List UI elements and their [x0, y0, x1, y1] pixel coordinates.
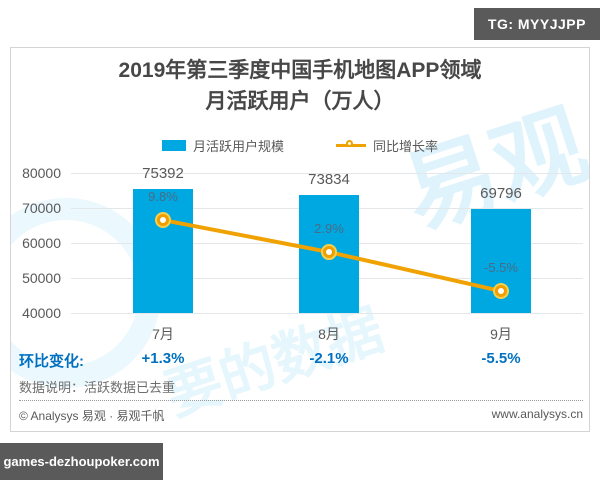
y-axis-tick: 40000 [22, 305, 61, 321]
legend-bar-label: 月活跃用户规模 [192, 139, 284, 154]
y-axis-tick: 70000 [22, 200, 61, 216]
bar-value-label: 73834 [308, 170, 350, 188]
dotted-divider [19, 400, 583, 401]
line-swatch-dot-icon [346, 140, 353, 147]
mom-change-value: -2.1% [309, 350, 349, 367]
data-note: 数据说明：活跃数据已去重 [19, 380, 176, 395]
legend-line-label: 同比增长率 [373, 139, 439, 154]
bar-july [133, 189, 193, 313]
card-footer: © Analysys 易观 · 易观千帆 www.analysys.cn [19, 407, 583, 424]
growth-pct-label: -5.5% [484, 260, 518, 276]
footer-url: www.analysys.cn [491, 407, 583, 421]
y-axis-tick: 80000 [22, 165, 61, 181]
growth-line-layer [155, 212, 509, 300]
growth-pct-label: 2.9% [314, 221, 344, 237]
x-axis-label: 7月 [152, 326, 174, 342]
x-axis-label: 9月 [490, 326, 512, 342]
mom-change-value: -5.5% [481, 350, 521, 367]
bar-swatch-icon [161, 140, 186, 151]
chart-title: 2019年第三季度中国手机地图APP领域 月活跃用户（万人） [11, 48, 589, 117]
line-point-marker [155, 212, 171, 229]
plot-area: 80000 70000 60000 50000 40000 75392 7383… [11, 48, 589, 431]
gridline [71, 313, 583, 314]
tg-badge: TG: MYYJJPP [473, 8, 600, 40]
legend-item-bar: 月活跃用户规模 [161, 136, 284, 155]
mom-change-row: 环比变化: +1.3% -2.1% -5.5% [11, 350, 589, 370]
y-axis-tick: 60000 [22, 235, 61, 251]
x-axis-label: 8月 [318, 326, 340, 342]
bar-value-label: 75392 [142, 165, 184, 183]
bar-value-label: 69796 [480, 184, 522, 202]
line-point-marker [321, 244, 337, 261]
site-badge: games-dezhoupoker.com [0, 443, 163, 480]
chart-title-line2: 月活跃用户（万人） [205, 90, 395, 113]
chart-title-line1: 2019年第三季度中国手机地图APP领域 [118, 59, 482, 82]
gridline [71, 173, 583, 174]
growth-pct-label: 9.8% [148, 189, 178, 205]
mom-change-value: +1.3% [141, 350, 185, 367]
line-point-marker [493, 283, 509, 300]
mom-change-label: 环比变化: [19, 353, 84, 370]
footer-copyright: © Analysys 易观 · 易观千帆 [19, 409, 165, 423]
chart-card: 易观 要的数据 2019年第三季度中国手机地图APP领域 月活跃用户（万人） 月… [10, 47, 590, 432]
y-axis-tick: 50000 [22, 270, 61, 286]
legend: 月活跃用户规模 同比增长率 [11, 136, 589, 155]
line-swatch-icon [336, 140, 366, 147]
legend-item-line: 同比增长率 [336, 136, 438, 155]
